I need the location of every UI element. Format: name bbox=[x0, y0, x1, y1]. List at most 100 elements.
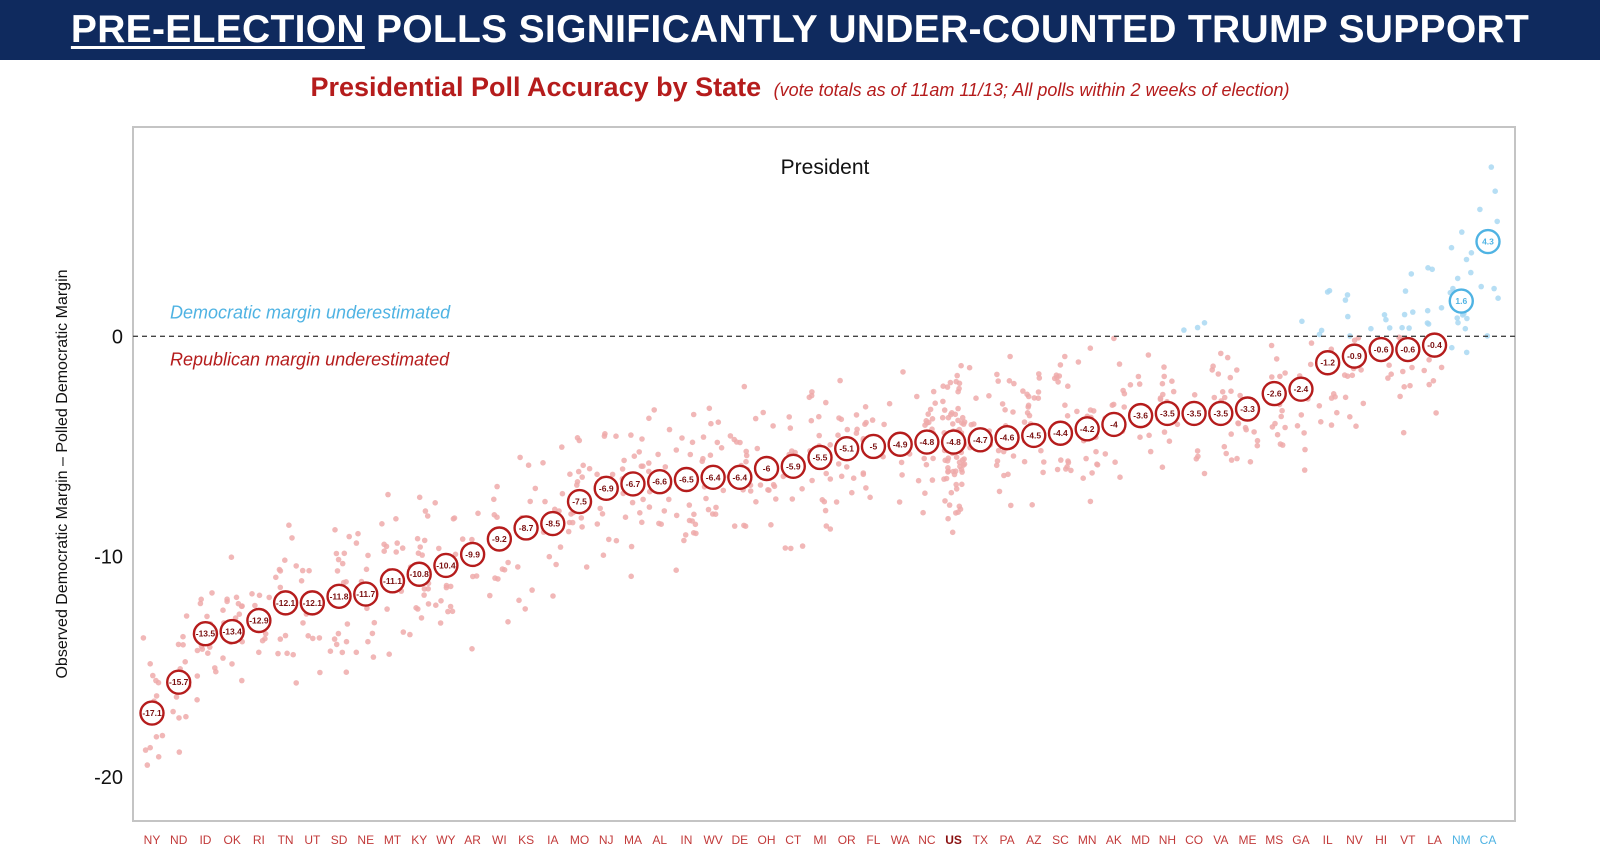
poll-dot bbox=[768, 522, 774, 528]
poll-dot bbox=[1410, 309, 1416, 315]
poll-dot bbox=[344, 621, 351, 627]
poll-dot bbox=[1040, 469, 1046, 476]
subtitle-note: (vote totals as of 11am 11/13; All polls… bbox=[773, 80, 1290, 100]
poll-dot bbox=[1282, 424, 1288, 431]
state-average-label: -4.6 bbox=[1000, 433, 1015, 443]
poll-dot bbox=[727, 433, 734, 439]
poll-dot bbox=[712, 511, 719, 517]
state-average-marker bbox=[780, 453, 806, 479]
poll-dot bbox=[384, 606, 390, 612]
poll-dot bbox=[597, 505, 603, 512]
poll-dot bbox=[700, 455, 706, 462]
poll-dot bbox=[1007, 353, 1013, 360]
poll-dot bbox=[1174, 421, 1181, 428]
state-average-label: -11.1 bbox=[383, 576, 402, 586]
state-average-marker bbox=[593, 475, 619, 502]
poll-dot bbox=[494, 483, 500, 490]
poll-dot bbox=[782, 545, 789, 551]
state-average-marker bbox=[727, 464, 753, 491]
poll-dot bbox=[655, 451, 661, 458]
poll-dot bbox=[823, 470, 829, 477]
poll-dot bbox=[770, 423, 776, 429]
state-average-marker bbox=[219, 618, 245, 645]
state-average-label: -5.9 bbox=[786, 461, 801, 471]
poll-dot bbox=[199, 646, 206, 652]
poll-dot bbox=[1068, 467, 1074, 474]
annotation-democratic-underestimated: Democratic margin underestimated bbox=[170, 302, 451, 322]
x-tick-label: IA bbox=[547, 833, 558, 847]
poll-dot bbox=[550, 593, 556, 599]
state-average-label: -9.9 bbox=[465, 549, 480, 559]
poll-dot bbox=[788, 545, 794, 552]
poll-dot bbox=[816, 413, 822, 420]
state-average-marker bbox=[1234, 396, 1261, 422]
poll-dot bbox=[150, 672, 156, 679]
state-average-label: -10.4 bbox=[436, 560, 456, 570]
x-tick-label: LA bbox=[1427, 833, 1442, 847]
state-average-marker bbox=[940, 429, 967, 455]
poll-dot bbox=[681, 537, 687, 544]
poll-dot bbox=[816, 432, 822, 439]
poll-dot bbox=[212, 665, 218, 671]
poll-dot bbox=[753, 499, 759, 505]
x-tick-label: WV bbox=[703, 833, 722, 847]
poll-dot bbox=[1157, 395, 1164, 401]
poll-dot bbox=[256, 592, 263, 599]
poll-dot bbox=[622, 514, 629, 520]
state-average-label: -9.2 bbox=[492, 534, 507, 544]
x-tick-label: AL bbox=[652, 833, 667, 847]
state-average-label: -4.9 bbox=[893, 439, 908, 449]
poll-dot bbox=[1454, 275, 1461, 282]
poll-dot bbox=[1491, 285, 1497, 292]
state-average-marker bbox=[1154, 400, 1181, 427]
poll-dot bbox=[407, 631, 413, 638]
state-average-label: -12.1 bbox=[276, 598, 296, 608]
poll-dot bbox=[1360, 400, 1367, 407]
poll-dot bbox=[1406, 325, 1412, 331]
poll-dot bbox=[494, 514, 500, 520]
poll-dot bbox=[363, 566, 370, 573]
poll-dot bbox=[147, 744, 153, 751]
poll-dot bbox=[419, 552, 426, 558]
poll-dot bbox=[1358, 367, 1364, 373]
poll-dot bbox=[629, 499, 636, 506]
poll-dot bbox=[1063, 466, 1069, 472]
poll-dot bbox=[945, 469, 951, 475]
poll-dot bbox=[386, 651, 393, 657]
poll-dot bbox=[1087, 498, 1094, 505]
subtitle-main: Presidential Poll Accuracy by State bbox=[310, 72, 762, 102]
poll-dot bbox=[343, 669, 350, 675]
poll-dot bbox=[1035, 395, 1042, 402]
poll-dot bbox=[945, 515, 951, 522]
poll-dot bbox=[757, 482, 764, 488]
poll-dot bbox=[284, 650, 290, 657]
poll-dot bbox=[741, 383, 748, 390]
poll-dot bbox=[637, 510, 643, 516]
poll-dot bbox=[183, 613, 190, 619]
poll-dot bbox=[355, 530, 361, 537]
state-average-marker bbox=[1421, 332, 1448, 358]
poll-dot bbox=[144, 762, 151, 768]
state-average-marker bbox=[1021, 422, 1047, 449]
poll-dot bbox=[197, 600, 204, 607]
x-tick-label: OR bbox=[838, 833, 856, 847]
x-tick-label: FL bbox=[866, 833, 880, 847]
x-tick-label: KY bbox=[411, 833, 427, 847]
state-average-marker bbox=[1448, 288, 1474, 314]
poll-dot bbox=[1388, 371, 1394, 378]
poll-dot bbox=[1448, 244, 1455, 251]
state-average-marker bbox=[646, 469, 673, 495]
poll-dot bbox=[1318, 419, 1324, 425]
x-tick-label: MT bbox=[384, 833, 402, 847]
state-average-label: -8.7 bbox=[519, 523, 534, 533]
poll-dot bbox=[204, 613, 210, 620]
poll-dot bbox=[333, 641, 340, 648]
poll-dot bbox=[1055, 379, 1061, 385]
poll-dot bbox=[1301, 467, 1308, 473]
poll-dot bbox=[953, 486, 960, 492]
poll-dot bbox=[275, 650, 281, 657]
poll-dot bbox=[743, 458, 749, 465]
poll-dot bbox=[594, 521, 601, 527]
poll-dot bbox=[194, 673, 201, 679]
poll-dot bbox=[881, 421, 887, 428]
